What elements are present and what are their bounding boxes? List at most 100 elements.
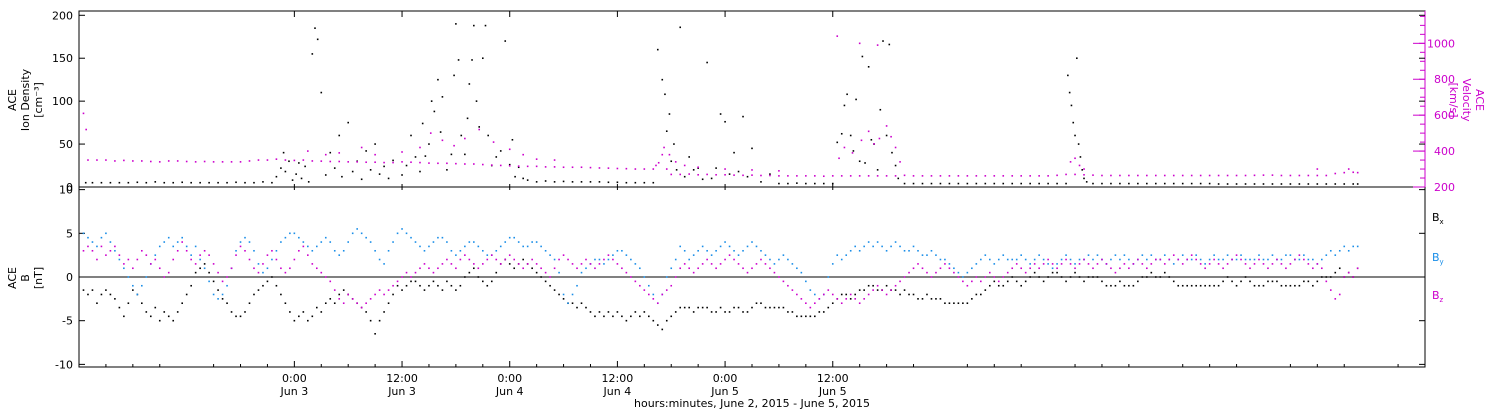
top-data-point	[109, 181, 112, 184]
bottom-data-point	[535, 271, 538, 274]
top-data-point	[939, 182, 942, 185]
bottom-data-point	[908, 249, 910, 252]
bottom-data-point	[428, 284, 430, 287]
top-data-point	[831, 182, 834, 185]
bottom-data-point	[1024, 258, 1027, 261]
bottom-data-point	[522, 258, 524, 261]
bottom-data-point	[1217, 258, 1220, 261]
bottom-data-point	[1002, 276, 1005, 278]
bottom-data-point	[634, 263, 637, 265]
bottom-data-point	[410, 236, 412, 239]
bottom-data-point	[109, 293, 112, 296]
bottom-data-point	[176, 249, 179, 252]
bottom-data-point	[1060, 276, 1063, 278]
bottom-data-point	[1181, 263, 1184, 265]
bottom-data-point	[818, 311, 821, 313]
top-data-point	[1298, 183, 1301, 185]
top-data-point	[966, 175, 969, 177]
bottom-data-point	[769, 306, 771, 309]
bottom-data-point	[809, 306, 812, 309]
bottom-data-point	[486, 258, 489, 261]
top-data-point	[1208, 182, 1211, 185]
bottom-data-point	[1006, 280, 1009, 283]
top-data-point	[437, 78, 439, 81]
bottom-data-point	[338, 293, 341, 296]
bottom-data-point	[329, 298, 332, 300]
top-data-point	[508, 148, 511, 151]
bottom-data-point	[1042, 280, 1045, 283]
bottom-data-point	[136, 258, 139, 261]
bottom-data-point	[1074, 271, 1076, 274]
bottom-data-point	[185, 245, 188, 248]
bottom-data-point	[773, 271, 776, 274]
top-data-point	[1163, 182, 1166, 185]
bottom-data-point	[980, 280, 982, 283]
bottom-data-point	[917, 298, 919, 300]
top-data-point	[544, 180, 547, 182]
bottom-data-point	[697, 249, 699, 252]
bottom-data-point	[1312, 284, 1314, 287]
top-data-point	[787, 182, 789, 185]
top-right-tick-label: 200	[1434, 181, 1455, 194]
bottom-data-point	[778, 258, 780, 261]
top-data-point	[903, 174, 906, 177]
bottom-data-point	[163, 276, 166, 278]
top-data-point	[589, 181, 592, 183]
bottom-data-point	[1258, 258, 1260, 261]
bottom-data-point	[535, 263, 538, 265]
top-data-point	[1072, 121, 1075, 124]
bottom-data-point	[324, 302, 327, 305]
bottom-data-point	[1329, 276, 1332, 278]
bottom-data-point	[1217, 263, 1220, 265]
bottom-data-point	[181, 241, 183, 243]
bottom-data-point	[997, 284, 1000, 287]
bottom-data-point	[154, 306, 157, 309]
bottom-data-point	[1047, 263, 1049, 265]
bottom-data-point	[244, 249, 246, 252]
bottom-data-point	[450, 263, 453, 265]
top-data-point	[1190, 182, 1193, 185]
bottom-data-point	[831, 302, 834, 305]
bottom-data-point	[315, 245, 318, 248]
bottom-data-point	[1199, 284, 1202, 287]
bottom-data-point	[1235, 258, 1238, 261]
top-data-point	[253, 181, 255, 184]
bottom-data-point	[369, 319, 372, 322]
top-data-point	[347, 121, 349, 124]
bottom-data-point	[414, 241, 417, 243]
bottom-data-point	[930, 249, 933, 252]
bottom-data-point	[562, 298, 565, 300]
top-data-point	[562, 180, 565, 183]
bottom-data-point	[576, 284, 578, 287]
bottom-data-point	[338, 254, 341, 256]
bottom-data-point	[127, 276, 130, 278]
bottom-data-point	[87, 245, 89, 248]
top-data-point	[878, 137, 881, 140]
top-right-tick-label: 400	[1434, 145, 1455, 158]
top-data-point	[369, 169, 372, 171]
bottom-data-point	[1190, 254, 1193, 256]
bottom-data-point	[1146, 267, 1148, 270]
bottom-data-point	[437, 267, 439, 270]
top-data-point	[679, 173, 682, 176]
bottom-data-point	[827, 276, 830, 278]
top-data-point	[724, 173, 726, 176]
bottom-data-point	[1303, 258, 1305, 261]
top-data-point	[688, 173, 690, 175]
top-data-point	[473, 24, 475, 27]
bottom-data-point	[513, 258, 516, 261]
top-data-point	[625, 181, 628, 184]
top-data-point	[522, 153, 524, 156]
bottom-data-point	[1316, 263, 1319, 265]
bottom-data-point	[760, 249, 762, 252]
top-data-point	[553, 159, 556, 161]
top-data-point	[85, 128, 87, 131]
bottom-data-point	[387, 302, 390, 305]
bottom-data-point	[1231, 258, 1233, 261]
bottom-data-point	[383, 263, 385, 265]
bottom-data-point	[1262, 284, 1265, 287]
bottom-data-point	[333, 249, 336, 252]
bottom-data-point	[549, 276, 551, 278]
bottom-data-point	[603, 258, 605, 261]
